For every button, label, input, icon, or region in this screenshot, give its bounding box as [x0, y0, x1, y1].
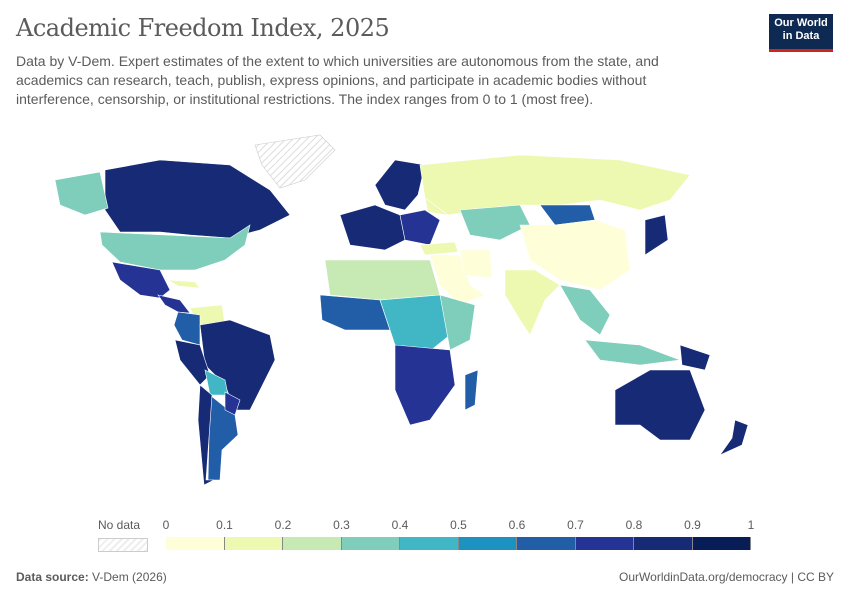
source-link[interactable]: V-Dem (2026): [92, 570, 167, 584]
logo-line1: Our World: [774, 17, 828, 29]
country-united-states[interactable]: [99, 224, 251, 271]
no-data-label: No data: [98, 518, 141, 532]
legend-bin[interactable]: [283, 537, 342, 550]
country-eastern-europe[interactable]: [399, 209, 441, 246]
country-turkey[interactable]: [419, 241, 459, 256]
legend-tick: 0.2: [274, 518, 292, 532]
legend-tick: 1: [747, 518, 755, 532]
legend-tick: 0.9: [684, 518, 701, 532]
country-brazil[interactable]: [199, 319, 276, 411]
country-middle-east[interactable]: [429, 254, 486, 306]
legend-tick: 0.5: [450, 518, 467, 532]
country-japan[interactable]: [644, 214, 669, 256]
country-indonesia[interactable]: [584, 339, 681, 366]
country-china[interactable]: [519, 219, 631, 291]
country-cuba[interactable]: [167, 279, 201, 289]
country-peru[interactable]: [174, 339, 211, 386]
legend-tick: 0.8: [625, 518, 643, 532]
legend-tick: 0: [162, 518, 170, 532]
legend-bin[interactable]: [458, 537, 517, 550]
world-map: [54, 134, 749, 486]
country-north-africa[interactable]: [324, 259, 441, 301]
country-central-america[interactable]: [157, 294, 191, 314]
country-alaska[interactable]: [54, 171, 109, 216]
legend-bin[interactable]: [224, 537, 283, 550]
legend-tick: 0.3: [333, 518, 350, 532]
country-iran[interactable]: [459, 249, 493, 279]
source-label: Data source:: [16, 570, 89, 584]
country-papua-new-guinea[interactable]: [679, 344, 711, 371]
country-paraguay[interactable]: [224, 391, 241, 416]
legend-tick: 0.7: [567, 518, 584, 532]
country-new-zealand[interactable]: [719, 419, 749, 456]
country-southeast-asia[interactable]: [559, 284, 611, 336]
country-southern-africa[interactable]: [394, 344, 456, 426]
legend-tick: 0.6: [508, 518, 526, 532]
country-scandinavia[interactable]: [374, 159, 426, 211]
country-russia[interactable]: [419, 154, 691, 216]
country-west-africa[interactable]: [319, 294, 391, 331]
country-india[interactable]: [504, 269, 561, 336]
country-madagascar[interactable]: [464, 369, 479, 411]
logo-line2: in Data: [782, 30, 820, 42]
legend-bin[interactable]: [517, 537, 576, 550]
legend-bin[interactable]: [166, 537, 225, 550]
country-east-africa[interactable]: [439, 294, 476, 351]
legend-tick: 0.4: [391, 518, 409, 532]
country-central-africa[interactable]: [379, 294, 451, 356]
country-colombia[interactable]: [173, 311, 201, 346]
page-title: Academic Freedom Index, 2025: [16, 14, 390, 42]
country-greenland[interactable]: [254, 134, 336, 189]
data-source: Data source: V-Dem (2026): [16, 570, 167, 584]
page-subtitle: Data by V-Dem. Expert estimates of the e…: [16, 53, 659, 107]
legend-tick: 0.1: [216, 518, 233, 532]
legend-bin[interactable]: [692, 537, 751, 550]
legend-bin[interactable]: [400, 537, 459, 550]
legend-bin[interactable]: [341, 537, 400, 550]
no-data-swatch[interactable]: [98, 538, 148, 552]
legend-bin[interactable]: [634, 537, 693, 550]
owid-link[interactable]: OurWorldinData.org/democracy | CC BY: [619, 570, 834, 584]
country-kazakhstan[interactable]: [459, 204, 531, 241]
country-chile[interactable]: [197, 384, 215, 486]
country-western-europe[interactable]: [339, 204, 406, 251]
legend-bin[interactable]: [575, 537, 634, 550]
country-canada[interactable]: [104, 159, 291, 239]
owid-logo[interactable]: Our World in Data: [769, 14, 833, 52]
country-australia[interactable]: [614, 369, 706, 441]
color-legend: No data 0 0.1 0.2 0.3 0.4 0.5 0.6 0.7 0.8 0.9 1: [0, 515, 850, 555]
